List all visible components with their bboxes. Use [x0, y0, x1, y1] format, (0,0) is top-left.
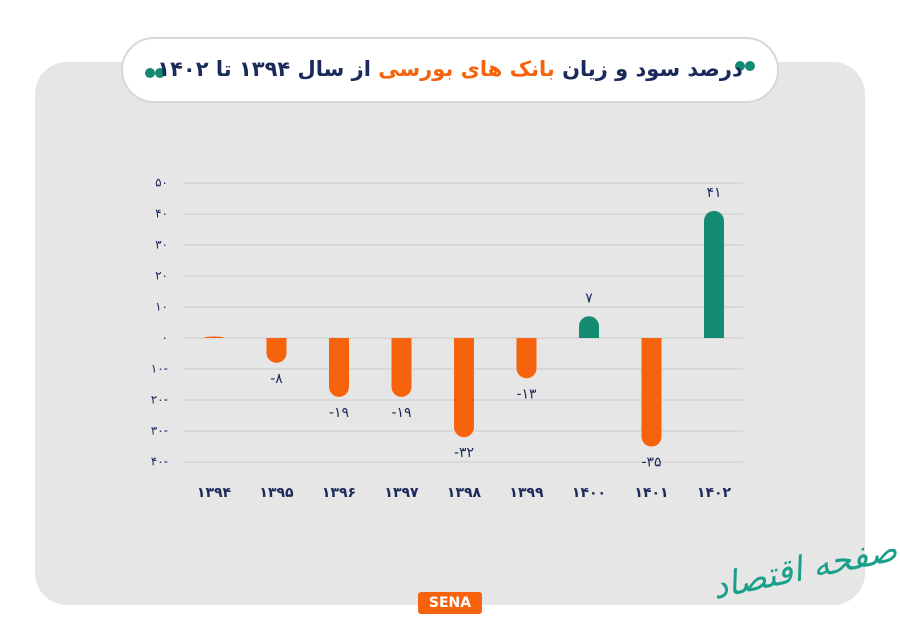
- bar: [516, 338, 537, 379]
- panel: [35, 62, 865, 605]
- bar: [204, 336, 224, 338]
- y-tick-label: ۱۰-: [151, 362, 168, 376]
- title-highlight: بانک های بورسی: [378, 57, 555, 81]
- bar: [704, 210, 724, 338]
- y-tick-label: ۱۰: [155, 300, 168, 314]
- quote-marks: [145, 61, 755, 78]
- x-tick-label: ۱۳۹۴: [197, 485, 232, 501]
- y-tick-label: ۴۰-: [151, 455, 168, 469]
- y-tick-label: ۲۰: [155, 269, 168, 283]
- x-tick-label: ۱۳۹۸: [447, 485, 482, 501]
- value-label: -۱۹: [391, 405, 411, 421]
- bar: [391, 338, 412, 397]
- value-label: ۴۱: [706, 185, 721, 201]
- value-label: -۳۲: [454, 445, 474, 461]
- x-tick-label: ۱۳۹۷: [384, 485, 419, 501]
- bar: [266, 338, 287, 363]
- title-pill: [121, 37, 779, 103]
- bar: [329, 338, 349, 397]
- value-label: -۸: [270, 371, 283, 387]
- x-tick-label: ۱۳۹۶: [322, 485, 356, 501]
- y-tick-label: ۳۰: [155, 238, 168, 252]
- logo-box: [418, 592, 482, 614]
- bar: [641, 338, 662, 447]
- x-tick-label: ۱۴۰۲: [697, 485, 732, 501]
- title-part: درصد سود و زیان: [562, 57, 743, 81]
- logo: SENA: [429, 595, 471, 611]
- title-part: از سال ۱۳۹۴ تا ۱۴۰۲: [157, 57, 371, 81]
- y-tick-label: ۵۰: [155, 176, 168, 190]
- y-tick-label: ۰: [162, 331, 168, 345]
- bar: [579, 316, 599, 338]
- y-tick-label: ۲۰-: [151, 393, 168, 407]
- x-tick-label: ۱۴۰۱: [634, 485, 668, 501]
- value-label: -۱۳: [516, 386, 537, 402]
- y-tick-label: ۴۰: [155, 207, 168, 221]
- value-label: -۱۹: [329, 405, 349, 421]
- x-tick-label: ۱۳۹۹: [509, 485, 544, 501]
- y-tick-label: ۳۰-: [151, 424, 168, 438]
- value-label: -۳۵: [641, 455, 661, 471]
- bar: [454, 338, 474, 438]
- x-tick-label: ۱۳۹۵: [259, 485, 294, 501]
- x-tick-label: ۱۴۰۰: [572, 485, 606, 501]
- value-label: ۷: [585, 290, 593, 306]
- chart-title: درصد سود و زیان بانک های بورسی از سال ۱۳…: [157, 57, 743, 81]
